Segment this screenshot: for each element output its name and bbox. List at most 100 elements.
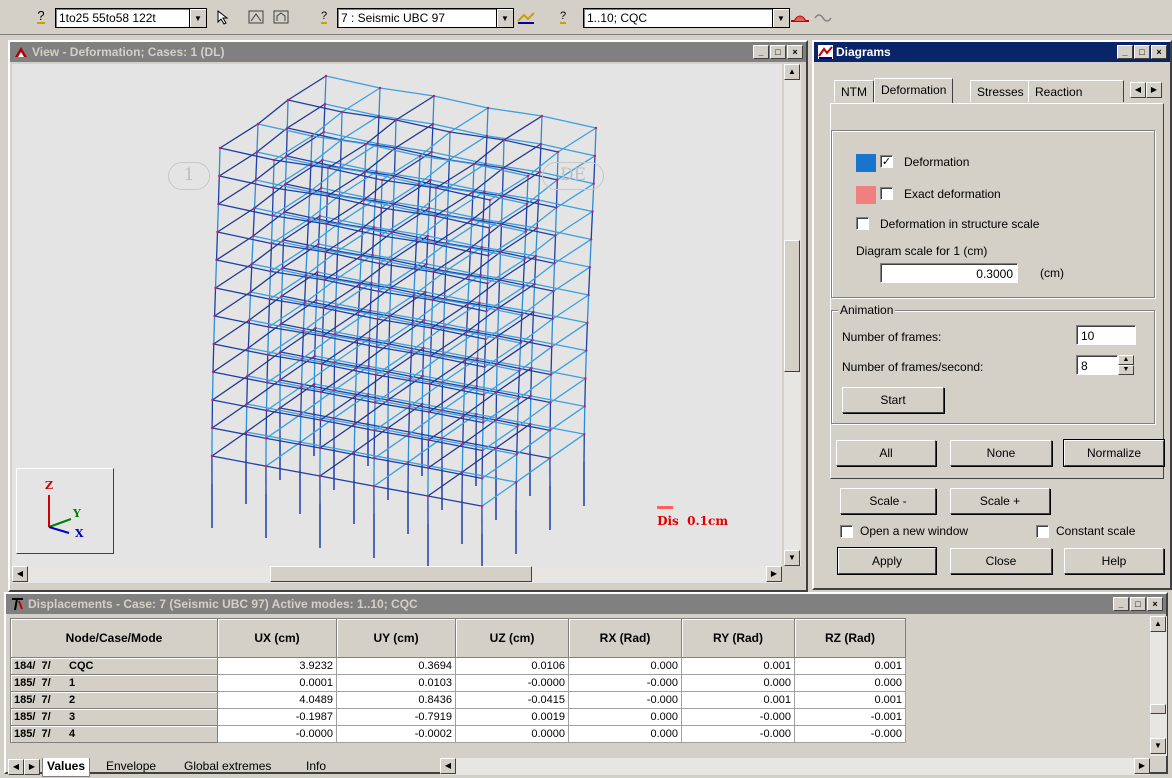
table-row[interactable]: 185/ 7/ 3 -0.1987 -0.7919 0.0019 0.000 -0.000… bbox=[10, 708, 906, 726]
table-cell[interactable]: 0.8436 bbox=[336, 691, 456, 709]
exact-deformation-color-swatch[interactable] bbox=[856, 186, 876, 204]
tab-scroll-right-button[interactable]: ▶ bbox=[1146, 82, 1162, 98]
diagrams-maximize-button[interactable]: □ bbox=[1134, 45, 1150, 59]
fps-up-button[interactable]: ▲ bbox=[1118, 355, 1134, 365]
all-button[interactable]: All bbox=[836, 440, 936, 466]
deformation-diagram-icon[interactable] bbox=[789, 8, 811, 26]
exact-deformation-checkbox[interactable] bbox=[880, 187, 893, 200]
table-cell[interactable]: 4.0489 bbox=[217, 691, 337, 709]
maximize-button[interactable]: □ bbox=[770, 45, 786, 59]
table-cell[interactable]: 0.000 bbox=[568, 657, 682, 675]
table-cell[interactable]: 0.000 bbox=[568, 725, 682, 743]
deformation-checkbox[interactable]: ✓ bbox=[880, 155, 893, 168]
table-vertical-scrollbar[interactable]: ▲ ▼ bbox=[1150, 616, 1167, 756]
column-header[interactable]: RY (Rad) bbox=[681, 618, 795, 658]
structure-scale-checkbox[interactable] bbox=[856, 217, 869, 230]
table-cell[interactable]: 0.0103 bbox=[336, 674, 456, 692]
row-header[interactable]: 185/ 7/ 4 bbox=[10, 725, 218, 743]
selection-dropdown-button[interactable]: ▼ bbox=[189, 8, 207, 28]
column-header[interactable]: UX (cm) bbox=[217, 618, 337, 658]
table-cell[interactable]: 3.9232 bbox=[217, 657, 337, 675]
scroll-up-button[interactable]: ▲ bbox=[784, 64, 800, 80]
column-header[interactable]: Node/Case/Mode bbox=[10, 618, 218, 658]
vertical-scroll-thumb[interactable] bbox=[784, 240, 800, 372]
table-scroll-left-button[interactable]: ◀ bbox=[440, 758, 456, 774]
close-dialog-button[interactable]: Close bbox=[950, 548, 1052, 574]
table-cell[interactable]: -0.000 bbox=[568, 674, 682, 692]
fps-input[interactable]: 8 bbox=[1076, 355, 1118, 375]
table-cell[interactable]: 0.0019 bbox=[455, 708, 569, 726]
scale-plus-button[interactable]: Scale + bbox=[950, 488, 1050, 514]
diagrams-close-button[interactable]: × bbox=[1151, 45, 1167, 59]
view-horizontal-scrollbar[interactable]: ◀ ▶ bbox=[12, 566, 782, 583]
displacements-table[interactable]: Node/Case/Mode UX (cm) UY (cm) UZ (cm) R… bbox=[10, 618, 906, 743]
view-vertical-scrollbar[interactable]: ▲ ▼ bbox=[784, 64, 801, 566]
load-case-combo[interactable]: 7 : Seismic UBC 97 bbox=[337, 8, 500, 28]
table-cell[interactable]: -0.000 bbox=[568, 691, 682, 709]
row-header[interactable]: 185/ 7/ 2 bbox=[10, 691, 218, 709]
table-cell[interactable]: 0.0000 bbox=[455, 725, 569, 743]
table-cell[interactable]: 0.001 bbox=[681, 691, 795, 709]
tab-scroll-left-button[interactable]: ◀ bbox=[1130, 82, 1146, 98]
table-cell[interactable]: 0.3694 bbox=[336, 657, 456, 675]
start-animation-button[interactable]: Start bbox=[842, 387, 944, 413]
cursor-select-icon[interactable] bbox=[213, 8, 235, 26]
help-button[interactable]: Help bbox=[1064, 548, 1164, 574]
table-scroll-up-button[interactable]: ▲ bbox=[1150, 616, 1166, 632]
load-case-icon[interactable] bbox=[515, 8, 537, 26]
sheet-tab-global-extremes[interactable]: Global extremes bbox=[184, 759, 272, 773]
table-cell[interactable]: -0.0002 bbox=[336, 725, 456, 743]
none-button[interactable]: None bbox=[950, 440, 1052, 466]
frames-input[interactable]: 10 bbox=[1076, 325, 1136, 345]
table-cell[interactable]: 0.0106 bbox=[455, 657, 569, 675]
table-horizontal-scrollbar[interactable]: ◀ ▶ bbox=[440, 758, 1150, 775]
diagram-scale-input[interactable]: 0.3000 bbox=[880, 263, 1018, 283]
table-scroll-right-button[interactable]: ▶ bbox=[1134, 758, 1150, 774]
table-cell[interactable]: 0.001 bbox=[681, 657, 795, 675]
selection-combo[interactable]: 1to25 55to58 122t bbox=[55, 8, 193, 28]
table-row[interactable]: 185/ 7/ 2 4.0489 0.8436 -0.0415 -0.000 0.001 0… bbox=[10, 691, 906, 709]
minimize-button[interactable]: _ bbox=[753, 45, 769, 59]
table-cell[interactable]: 0.000 bbox=[568, 708, 682, 726]
row-header[interactable]: 185/ 7/ 1 bbox=[10, 674, 218, 692]
table-cell[interactable]: -0.7919 bbox=[336, 708, 456, 726]
table-cell[interactable]: 0.000 bbox=[794, 674, 906, 692]
table-close-button[interactable]: × bbox=[1147, 597, 1163, 611]
deformation-color-swatch[interactable] bbox=[856, 154, 876, 172]
table-cell[interactable]: -0.0000 bbox=[217, 725, 337, 743]
help-pointer-icon[interactable]: ? bbox=[37, 8, 45, 24]
table-minimize-button[interactable]: _ bbox=[1113, 597, 1129, 611]
table-cell[interactable]: 0.001 bbox=[794, 691, 906, 709]
tab-stresses[interactable]: Stresses bbox=[970, 80, 1031, 102]
tab-deformation[interactable]: Deformation bbox=[874, 78, 954, 103]
scroll-left-button[interactable]: ◀ bbox=[12, 566, 28, 582]
table-cell[interactable]: -0.0000 bbox=[455, 674, 569, 692]
table-maximize-button[interactable]: □ bbox=[1130, 597, 1146, 611]
scroll-down-button[interactable]: ▼ bbox=[784, 550, 800, 566]
diagrams-minimize-button[interactable]: _ bbox=[1117, 45, 1133, 59]
tab-ntm[interactable]: NTM bbox=[834, 80, 874, 102]
view-section-icon[interactable] bbox=[270, 8, 292, 26]
modes-combo[interactable]: 1..10; CQC bbox=[583, 8, 776, 28]
table-cell[interactable]: 0.000 bbox=[681, 674, 795, 692]
table-cell[interactable]: -0.000 bbox=[681, 725, 795, 743]
tab-reactions[interactable]: Reaction bbox=[1028, 80, 1124, 102]
table-row[interactable]: 185/ 7/ 4 -0.0000 -0.0002 0.0000 0.000 -0.000… bbox=[10, 725, 906, 743]
row-header[interactable]: 185/ 7/ 3 bbox=[10, 708, 218, 726]
normalize-button[interactable]: Normalize bbox=[1063, 439, 1165, 467]
fps-spinner[interactable]: ▲ ▼ bbox=[1118, 355, 1134, 375]
table-cell[interactable]: 0.0001 bbox=[217, 674, 337, 692]
table-scroll-down-button[interactable]: ▼ bbox=[1150, 738, 1166, 754]
apply-button[interactable]: Apply bbox=[837, 547, 937, 575]
scroll-right-button[interactable]: ▶ bbox=[766, 566, 782, 582]
scale-minus-button[interactable]: Scale - bbox=[840, 488, 936, 514]
table-cell[interactable]: -0.0415 bbox=[455, 691, 569, 709]
table-cell[interactable]: -0.000 bbox=[794, 725, 906, 743]
column-header[interactable]: UY (cm) bbox=[336, 618, 456, 658]
table-cell[interactable]: -0.000 bbox=[681, 708, 795, 726]
constant-scale-checkbox[interactable] bbox=[1036, 525, 1049, 538]
open-new-window-checkbox[interactable] bbox=[840, 525, 853, 538]
view-frame-icon[interactable] bbox=[245, 8, 267, 26]
fps-down-button[interactable]: ▼ bbox=[1118, 365, 1134, 375]
row-header[interactable]: 184/ 7/ CQC bbox=[10, 657, 218, 675]
